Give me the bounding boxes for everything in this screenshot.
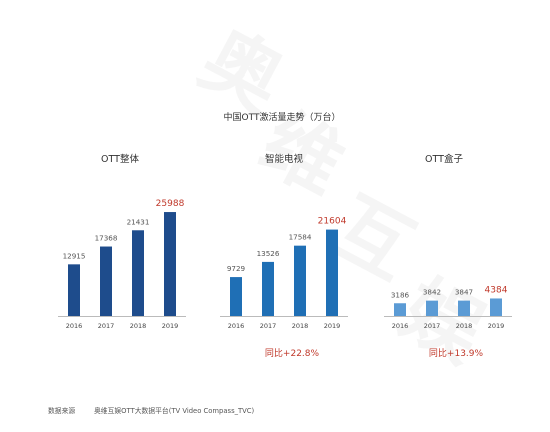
x-tick-label: 2018	[456, 322, 473, 330]
bar	[68, 264, 80, 316]
bar	[490, 298, 502, 316]
source-text: 奥维互娱OTT大数据平台(TV Video Compass_TVC)	[94, 406, 255, 415]
x-tick-label: 2019	[162, 322, 179, 330]
group-title: OTT整体	[101, 153, 139, 165]
chart-title: 中国OTT激活量走势（万台）	[224, 111, 341, 123]
group-title: OTT盒子	[425, 153, 463, 165]
x-tick-label: 2016	[66, 322, 83, 330]
x-tick-label: 2016	[228, 322, 245, 330]
x-tick-label: 2018	[130, 322, 147, 330]
bar	[394, 303, 406, 316]
bar	[230, 277, 242, 316]
data-label: 12915	[63, 251, 86, 260]
data-label: 17584	[289, 233, 312, 242]
growth-label: 同比+13.9%	[429, 347, 484, 359]
source-label: 数据来源	[48, 406, 75, 415]
bar-group: 智能电视 9729 2016 13526 2017 17584 2018 21604 2019 同…	[220, 153, 348, 359]
data-label: 3842	[423, 288, 441, 297]
data-label: 4384	[485, 285, 508, 295]
x-tick-label: 2017	[98, 322, 115, 330]
bar-group: OTT整体 12915 2016 17368 2017 21431 2018 25988 201…	[58, 153, 186, 330]
data-label: 17368	[95, 234, 118, 243]
bar-group: OTT盒子 3186 2016 3842 2017 3847 2018 4384 2019 同比+…	[384, 153, 512, 359]
x-tick-label: 2019	[488, 322, 505, 330]
x-tick-label: 2018	[292, 322, 309, 330]
data-label: 13526	[257, 249, 280, 258]
bar	[326, 229, 338, 316]
data-label: 3186	[391, 290, 410, 299]
group-title: 智能电视	[265, 153, 304, 165]
bar	[458, 300, 470, 316]
bar	[262, 261, 274, 316]
bar	[132, 230, 144, 316]
x-tick-label: 2017	[424, 322, 441, 330]
bar	[100, 246, 112, 316]
data-label: 9729	[227, 264, 246, 273]
data-label: 3847	[455, 288, 473, 297]
bar	[164, 212, 176, 316]
data-label: 21604	[318, 217, 347, 227]
x-tick-label: 2017	[260, 322, 277, 330]
bar	[426, 300, 438, 316]
x-tick-label: 2016	[392, 322, 409, 330]
bar	[294, 245, 306, 316]
data-label: 25988	[156, 199, 185, 209]
source-note: 数据来源 奥维互娱OTT大数据平台(TV Video Compass_TVC)	[48, 406, 255, 415]
data-label: 21431	[127, 217, 150, 226]
growth-label: 同比+22.8%	[265, 347, 320, 359]
x-tick-label: 2019	[324, 322, 341, 330]
